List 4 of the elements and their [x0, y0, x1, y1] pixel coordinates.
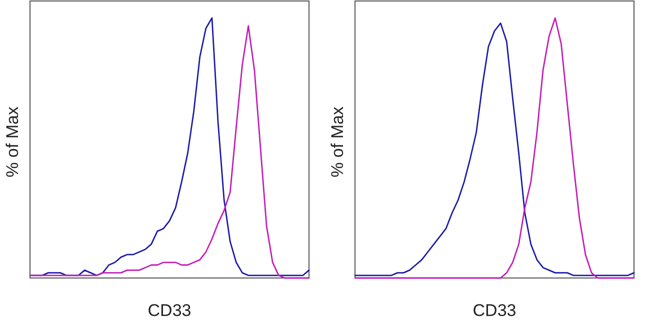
y-axis-title: % of Max	[3, 106, 22, 178]
x-axis-title: CD33	[148, 301, 192, 320]
x-axis-title: CD33	[472, 301, 516, 320]
y-axis-title: % of Max	[328, 106, 347, 178]
